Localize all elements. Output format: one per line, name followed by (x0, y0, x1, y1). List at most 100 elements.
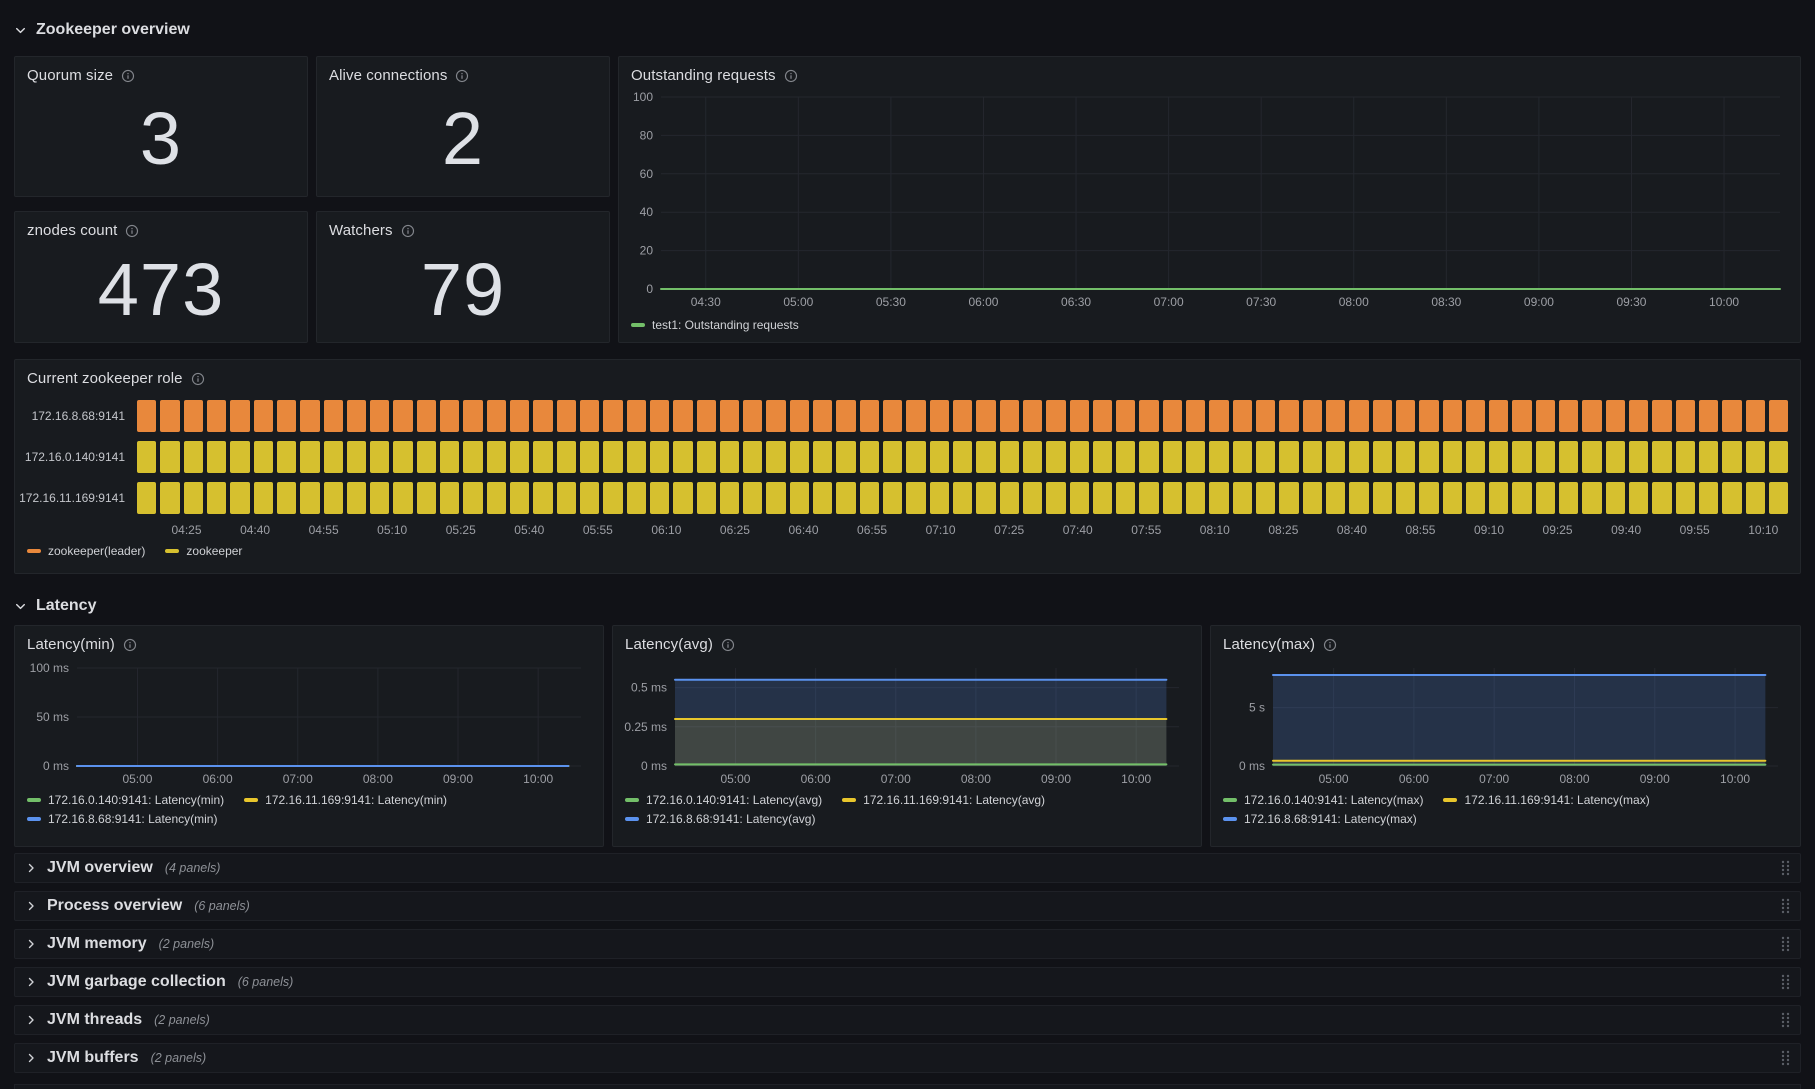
status-bar (1092, 441, 1113, 473)
drag-handle-icon[interactable] (1781, 936, 1790, 952)
status-bar (160, 482, 180, 514)
role-status-bars[interactable] (137, 482, 1789, 514)
x-axis-label: 08:10 (1199, 523, 1230, 537)
status-bar (626, 400, 646, 432)
status-bar (1442, 400, 1462, 432)
section-header-zookeeper-overview[interactable]: Zookeeper overview (14, 16, 190, 44)
chevron-down-icon (16, 27, 25, 33)
drag-handle-icon[interactable] (1781, 1050, 1790, 1066)
status-bar (1069, 482, 1089, 514)
status-bar (1652, 482, 1672, 514)
legend-item[interactable]: 172.16.8.68:9141: Latency(min) (27, 812, 217, 826)
panel-latency-max: Latency(max) 0 ms 5 s 05:00 06:00 07:00 08:00… (1210, 625, 1801, 847)
status-bar (1419, 482, 1439, 514)
legend: test1: Outstanding requests (619, 315, 1800, 338)
role-status-bars[interactable] (137, 400, 1789, 432)
status-bar (1629, 482, 1649, 514)
x-axis-label: 07:25 (994, 523, 1025, 537)
latency-max-chart[interactable]: 0 ms 5 s 05:00 06:00 07:00 08:00 09:00 10:00 (1211, 656, 1798, 790)
x-axis-label: 04:55 (308, 523, 339, 537)
panel-header[interactable]: Quorum size (15, 57, 307, 87)
info-icon[interactable] (191, 372, 205, 386)
legend-item[interactable]: zookeeper(leader) (27, 544, 145, 558)
panel-header[interactable]: Latency(max) (1211, 626, 1800, 656)
role-status-bars[interactable] (137, 441, 1789, 473)
info-icon[interactable] (121, 69, 135, 83)
info-icon[interactable] (401, 224, 415, 238)
collapsed-row-jvm-threads[interactable]: JVM threads (2 panels) (14, 1005, 1801, 1035)
info-icon[interactable] (784, 69, 798, 83)
info-icon[interactable] (123, 638, 137, 652)
status-bar (370, 441, 390, 473)
drag-handle-icon[interactable] (1781, 898, 1790, 914)
legend-item[interactable]: 172.16.0.140:9141: Latency(max) (1223, 793, 1423, 807)
panel-header[interactable]: Latency(avg) (613, 626, 1201, 656)
panel-current-zookeeper-role: Current zookeeper role 172.16.8.68:9141 1… (14, 359, 1801, 574)
legend-item[interactable]: 172.16.0.140:9141: Latency(avg) (625, 793, 822, 807)
panel-header[interactable]: Alive connections (317, 57, 609, 87)
legend-label: 172.16.11.169:9141: Latency(min) (265, 793, 448, 807)
collapsed-row-jvm-overview[interactable]: JVM overview (4 panels) (14, 853, 1801, 883)
status-bar (1022, 441, 1043, 473)
latency-min-chart[interactable]: 0 ms 50 ms 100 ms 05:00 06:00 07:00 08:00 09:00… (15, 656, 601, 790)
legend-item[interactable]: 172.16.11.169:9141: Latency(max) (1443, 793, 1650, 807)
info-icon[interactable] (721, 638, 735, 652)
status-bar (1162, 400, 1183, 432)
x-axis-label: 04:30 (691, 295, 721, 309)
section-header-latency[interactable]: Latency (14, 592, 96, 620)
status-bar (1582, 441, 1602, 473)
legend-item[interactable]: 172.16.8.68:9141: Latency(max) (1223, 812, 1417, 826)
x-axis-label: 05:00 (783, 295, 813, 309)
collapsed-row-jvm-memory[interactable]: JVM memory (2 panels) (14, 929, 1801, 959)
latency-avg-chart[interactable]: 0 ms 0.25 ms 0.5 ms 05:00 06:00 07:00 08:00 09:… (613, 656, 1199, 790)
status-bar (673, 482, 693, 514)
legend-item[interactable]: 172.16.11.169:9141: Latency(min) (244, 793, 447, 807)
drag-handle-icon[interactable] (1781, 1012, 1790, 1028)
status-bar (253, 441, 273, 473)
drag-handle-icon[interactable] (1781, 974, 1790, 990)
drag-handle-icon[interactable] (1781, 860, 1790, 876)
legend-item[interactable]: 172.16.8.68:9141: Latency(avg) (625, 812, 815, 826)
status-bar (1372, 482, 1392, 514)
info-icon[interactable] (455, 69, 469, 83)
status-bar (1256, 482, 1276, 514)
status-bar (463, 441, 483, 473)
status-bar (603, 441, 623, 473)
outstanding-requests-chart[interactable]: 0 20 40 60 80 100 04:30 05:00 05:30 06:00 06:30 07:… (619, 87, 1798, 315)
panel-header[interactable]: Latency(min) (15, 626, 603, 656)
collapsed-row-process-overview[interactable]: Process overview (6 panels) (14, 891, 1801, 921)
status-bar (1325, 400, 1346, 432)
status-bar (999, 441, 1019, 473)
legend-color-marker (1223, 798, 1237, 802)
info-icon[interactable] (125, 224, 139, 238)
collapsed-row-jvm-buffers[interactable]: JVM buffers (2 panels) (14, 1043, 1801, 1073)
legend-item[interactable]: test1: Outstanding requests (631, 318, 799, 332)
status-bar (1489, 400, 1509, 432)
x-axis-label: 09:00 (1041, 772, 1071, 786)
legend-item[interactable]: 172.16.11.169:9141: Latency(avg) (842, 793, 1045, 807)
x-axis-label: 09:30 (1616, 295, 1646, 309)
panel-header[interactable]: Outstanding requests (619, 57, 1800, 87)
panel-header[interactable]: znodes count (15, 212, 307, 242)
status-bar (1209, 441, 1229, 473)
status-bar (346, 400, 367, 432)
collapsed-row-jvm-garbage-collection[interactable]: JVM garbage collection (6 panels) (14, 967, 1801, 997)
chevron-down-icon (16, 603, 25, 609)
series-area-fill (1273, 675, 1766, 766)
x-axis-label: 10:10 (1748, 523, 1779, 537)
status-bar (883, 482, 903, 514)
panel-header[interactable]: Watchers (317, 212, 609, 242)
legend-item[interactable]: zookeeper (165, 544, 242, 558)
status-bar (1465, 441, 1486, 473)
status-bar (416, 400, 437, 432)
legend-item[interactable]: 172.16.0.140:9141: Latency(min) (27, 793, 224, 807)
status-bar (1768, 441, 1789, 473)
info-icon[interactable] (1323, 638, 1337, 652)
status-bar (346, 482, 367, 514)
y-axis-label: 80 (640, 128, 654, 142)
status-bar (789, 441, 810, 473)
panel-header[interactable]: Current zookeeper role (15, 360, 1800, 390)
legend-label: zookeeper (186, 544, 243, 558)
status-bar (813, 400, 833, 432)
chevron-right-icon (28, 863, 34, 873)
